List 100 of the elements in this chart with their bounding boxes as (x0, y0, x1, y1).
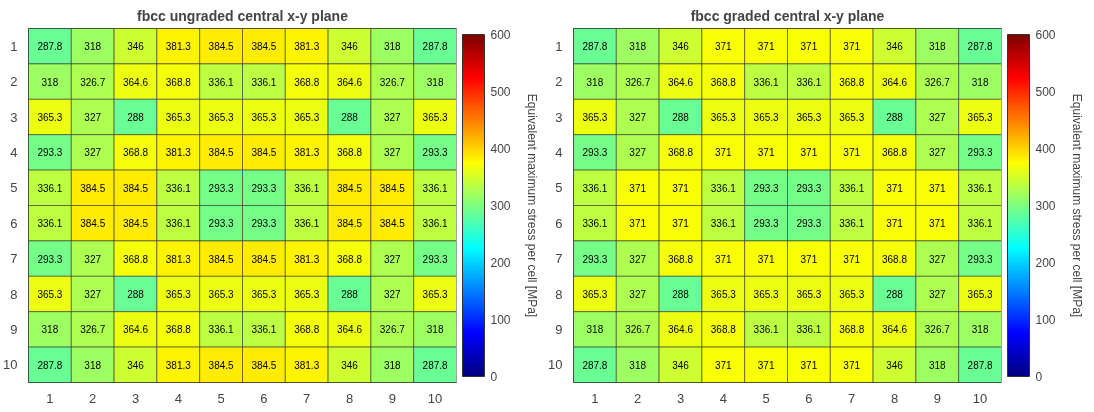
data-label: 346 (886, 41, 904, 53)
data-label: 287.8 (967, 41, 994, 53)
data-label: 364.6 (336, 324, 363, 336)
data-label: 365.3 (582, 112, 608, 123)
data-label: 346 (341, 359, 359, 371)
color-bar-label: 200 (490, 256, 511, 270)
y-tick-label: 10 (3, 357, 18, 373)
color-bar-label: 0 (1035, 370, 1043, 384)
x-tick-label: 1 (591, 390, 599, 406)
data-label: 336.1 (251, 76, 277, 88)
x-tick-label: 6 (805, 390, 813, 406)
data-label: 336.1 (294, 182, 320, 194)
x-tick-label: 8 (890, 390, 899, 406)
x-tick-label: 10 (427, 390, 443, 406)
x-tick-label: 2 (634, 390, 642, 406)
data-label: 336.1 (796, 76, 822, 88)
data-label: 384.5 (379, 218, 406, 230)
data-label: 365.3 (165, 289, 192, 300)
data-label: 381.3 (294, 359, 320, 371)
data-label: 365.3 (796, 289, 822, 300)
data-label: 336.1 (37, 182, 63, 194)
data-label: 368.8 (839, 324, 865, 336)
data-label: 365.3 (37, 112, 63, 123)
data-label: 371 (629, 182, 647, 194)
color-bar-label: 100 (1035, 313, 1056, 327)
y-tick-label: 8 (10, 286, 18, 302)
x-tick-label: 6 (260, 390, 268, 406)
data-label: 381.3 (165, 359, 192, 371)
data-label: 288 (886, 112, 904, 123)
x-tick-label: 7 (303, 390, 311, 406)
data-label: 336.1 (967, 218, 994, 230)
data-label: 364.6 (122, 76, 149, 88)
data-label: 384.5 (208, 147, 235, 159)
data-label: 293.3 (967, 147, 994, 159)
data-label: 368.8 (122, 147, 149, 159)
data-label: 381.3 (165, 41, 192, 53)
x-tick-label: 9 (388, 390, 396, 406)
data-label: 327 (84, 147, 102, 159)
data-label: 318 (586, 324, 604, 336)
data-label: 327 (928, 289, 947, 300)
data-label: 365.3 (251, 289, 277, 300)
data-label: 365.3 (796, 112, 822, 123)
data-label: 318 (41, 324, 59, 336)
data-label: 336.1 (796, 324, 822, 336)
data-label: 381.3 (165, 253, 192, 265)
data-label: 293.3 (37, 147, 63, 159)
color-bar-label: 500 (490, 85, 511, 99)
data-label: 371 (843, 253, 861, 265)
data-label: 384.5 (122, 218, 149, 230)
data-label: 368.8 (710, 76, 737, 88)
data-label: 368.8 (710, 324, 737, 336)
data-label: 371 (928, 218, 947, 230)
data-label: 327 (928, 147, 947, 159)
data-label: 336.1 (208, 76, 235, 88)
data-label: 293.3 (967, 253, 994, 265)
data-label: 371 (714, 147, 733, 159)
data-label: 287.8 (422, 41, 449, 53)
data-label: 318 (971, 324, 989, 336)
data-label: 288 (672, 289, 690, 300)
data-label: 287.8 (967, 359, 994, 371)
data-label: 365.3 (839, 289, 865, 300)
y-tick-label: 2 (555, 74, 563, 90)
data-label: 318 (383, 41, 402, 53)
data-label: 371 (886, 218, 904, 230)
data-label: 384.5 (80, 218, 106, 230)
data-label: 293.3 (796, 218, 822, 230)
data-label: 293.3 (582, 253, 608, 265)
data-label: 318 (84, 41, 102, 53)
data-label: 384.5 (80, 182, 106, 194)
y-tick-label: 1 (555, 38, 563, 54)
data-label: 293.3 (37, 253, 63, 265)
data-label: 365.3 (422, 289, 449, 300)
data-label: 371 (757, 253, 775, 265)
data-label: 365.3 (294, 112, 320, 123)
data-label: 327 (928, 112, 947, 123)
data-label: 327 (383, 147, 402, 159)
data-label: 318 (629, 359, 647, 371)
data-label: 287.8 (582, 41, 608, 53)
data-label: 371 (843, 359, 861, 371)
data-label: 287.8 (37, 41, 63, 53)
data-label: 327 (928, 253, 947, 265)
y-tick-label: 5 (555, 180, 563, 196)
color-bar-title: Equivalent maximum stress per cell [MPa] (1069, 93, 1084, 318)
data-label: 371 (629, 218, 647, 230)
x-tick-label: 4 (719, 390, 727, 406)
data-label: 371 (800, 147, 818, 159)
y-tick-label: 9 (10, 321, 18, 337)
data-label: 288 (341, 289, 359, 300)
data-label: 327 (84, 112, 102, 123)
data-label: 371 (800, 253, 818, 265)
chart-title: fbcc graded central x-y plane (690, 7, 885, 24)
data-label: 336.1 (582, 182, 608, 194)
data-label: 346 (341, 41, 359, 53)
y-tick-label: 4 (555, 144, 563, 160)
data-label: 327 (383, 253, 402, 265)
data-label: 327 (383, 112, 402, 123)
data-label: 288 (127, 289, 145, 300)
data-label: 371 (714, 253, 733, 265)
data-label: 371 (843, 147, 861, 159)
data-label: 371 (714, 359, 733, 371)
